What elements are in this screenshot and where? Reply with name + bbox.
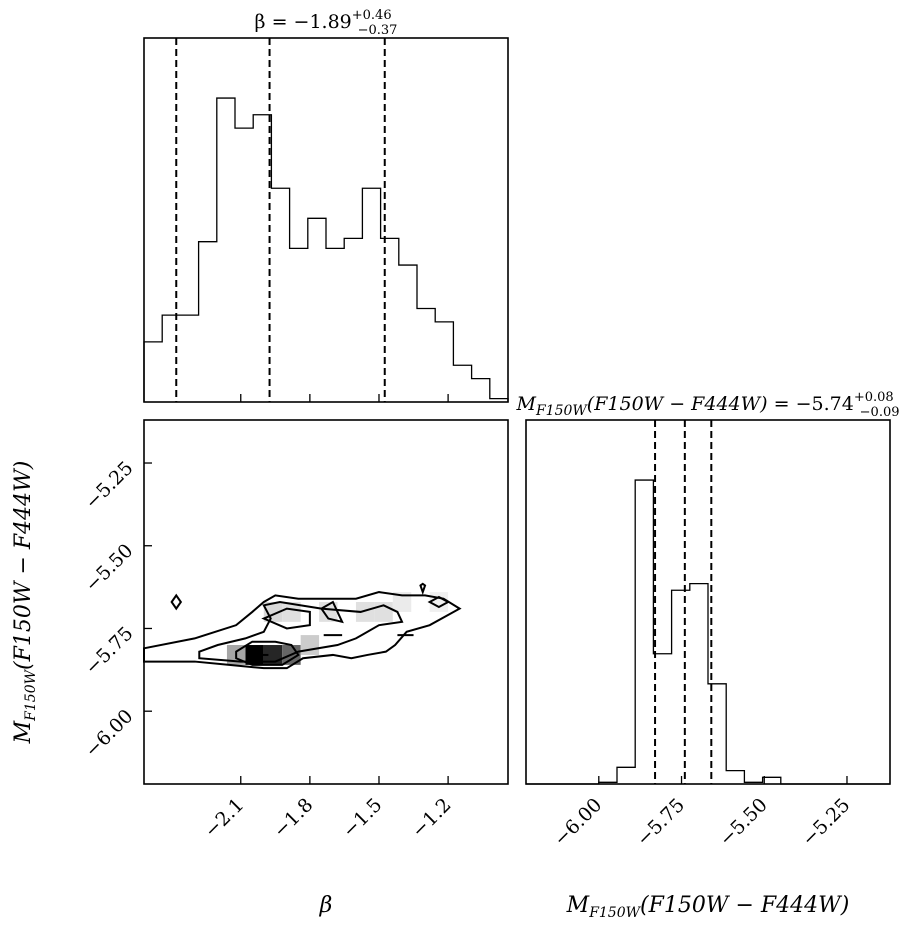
joint-ytick-label-3: −6.00 [81,705,138,762]
joint-panel: −2.1 −1.8 −1.5 −1.2 −5.25 −5.50 −5.75 −6.00 [81,419,509,842]
contour-0 [143,591,462,670]
mf150w-xtick-label-0: −6.00 [550,794,607,851]
joint-xtick-label-2: −1.5 [338,794,386,842]
contour-1 [198,600,404,663]
mf150w-xtick-label-3: −5.25 [798,794,855,851]
mf150w-title-median: −5.74 [796,393,854,415]
mf150w-ylabel: MF150W(F150W − F444W) [11,461,39,745]
contour-6 [419,582,427,596]
mf150w-xtick-label-2: −5.50 [715,794,772,851]
mf150w-title-err-minus: −0.09 [860,405,900,420]
mf150w-ylabel-rest: (F150W − F444W) [11,461,36,670]
mf150w-ylabel-prefix: M [11,720,36,744]
heat-cell-6 [282,602,301,622]
beta-xlabel: β [319,893,333,918]
joint-ytick-label-2: −5.75 [81,622,138,679]
joint-frame [143,419,509,785]
heat-cell-11 [429,592,449,612]
mf150w-xlabel-rest: (F150W − F444W) [640,893,849,918]
mf150w-title-sub: F150W [535,403,588,419]
heat-cell-4 [300,635,320,655]
mf150w-xlabel-sub: F150W [588,905,641,921]
joint-ytick-label-1: −5.50 [81,540,138,597]
mf150w-ylabel-sub: F150W [23,668,39,721]
mf150w-xlabel: MF150W(F150W − F444W) [566,893,850,921]
heat-cell-8 [355,602,375,622]
contour-3 [261,607,311,630]
joint-xtick-label-3: −1.2 [407,794,455,842]
joint-xtick-label-1: −1.8 [269,794,317,842]
mf150w-xtick-label-1: −5.75 [632,794,689,851]
joint-ytick-label-0: −5.25 [81,457,138,514]
mf150w-frame [525,419,891,785]
mf150w-histogram-panel: −6.00 −5.75 −5.50 −5.25 [525,419,891,851]
mf150w-xlabel-prefix: M [566,893,590,918]
beta-histogram-step [143,97,509,402]
mf150w-title-err-plus: +0.08 [854,390,894,405]
contour-2 [235,640,300,666]
contour-7 [427,595,451,609]
beta-title-lhs: β = [255,11,294,33]
mf150w-title-mid: (F150W − F444W) = [587,393,796,415]
contour-4 [319,600,344,624]
heat-cell-10 [392,592,412,612]
beta-title-err-plus: +0.46 [352,8,392,23]
mf150w-title: MF150W(F150W − F444W) = −5.74+0.08 −0.09 [516,390,900,420]
mf150w-histogram-step [526,479,890,785]
mf150w-title-prefix: M [516,393,537,415]
contour-5 [170,593,183,611]
beta-histogram-panel [143,37,509,403]
beta-title-median: −1.89 [294,11,352,33]
beta-frame [143,37,509,403]
joint-xtick-label-0: −2.1 [200,794,248,842]
beta-title: β = −1.89+0.46 −0.37 [255,8,398,38]
beta-title-err-minus: −0.37 [358,23,398,38]
